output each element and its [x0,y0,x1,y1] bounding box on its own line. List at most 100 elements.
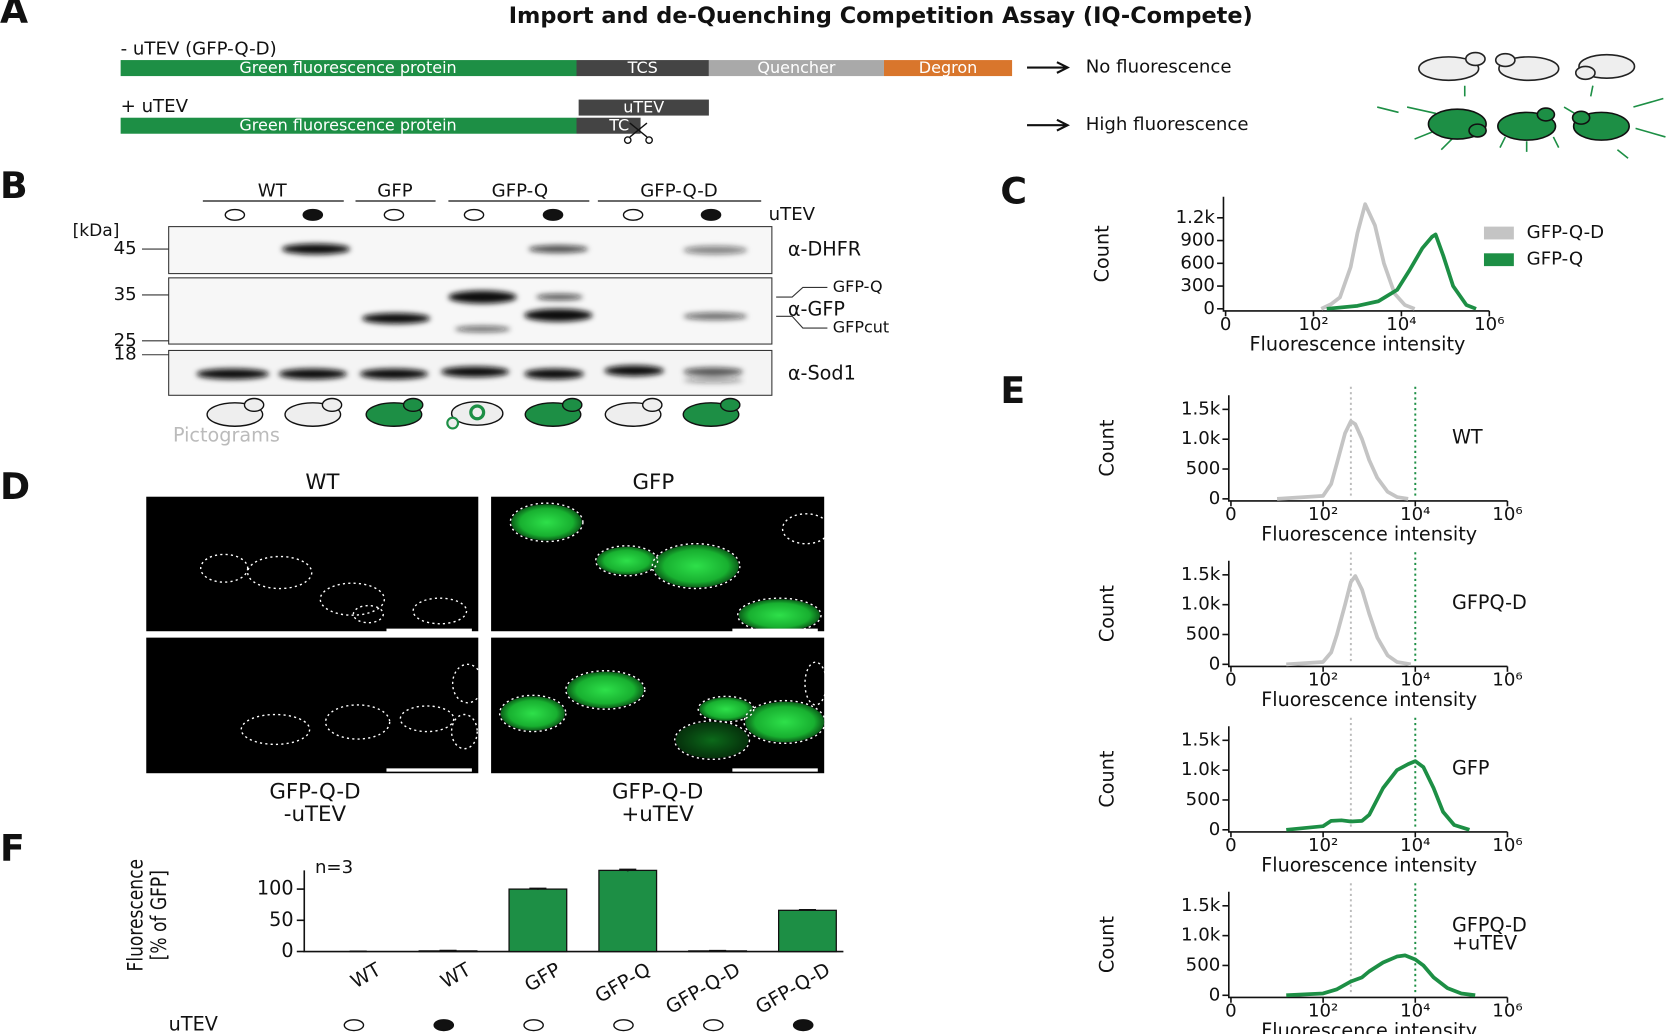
axis [1222,196,1490,312]
antibody: α-GFP [788,297,845,320]
y-tick-label: 0 [1209,984,1221,1005]
utev-marker [700,208,722,221]
pictogram [469,404,486,421]
group-label: GFP [377,180,412,201]
rays [1377,85,1666,159]
marker-tick [141,248,169,356]
x-tick-label: 10⁶ [1492,669,1522,690]
bands [196,243,748,384]
segment-label: Degron [919,58,977,77]
blot [168,226,773,275]
image-label: -uTEV [284,802,347,827]
legend-label: GFP-Q [1527,249,1583,270]
y-tick-label: 600 [1180,252,1215,273]
y-tick-label: 1.5k [1181,895,1221,916]
error-bar [798,909,817,911]
utev-marker [433,1019,455,1032]
y-tick-label: 0 [281,939,293,962]
bar [777,909,837,953]
x-tick-label: WT [437,958,475,993]
annotation: WT [1452,425,1483,448]
x-tick-label: 0 [1220,314,1232,335]
annotation: GFPQ-D [1452,913,1527,936]
legend-swatch [1483,253,1514,267]
y-tick-label: 1.5k [1181,729,1221,750]
x-tick-label: GFP-Q [591,958,654,1008]
curve [1326,232,1477,311]
y-tick-label: 500 [1186,954,1221,975]
x-tick-label: WT [347,958,385,993]
y-tick-label: 500 [1186,789,1221,810]
utev-marker [224,208,246,221]
figure-title: Import and de-Quenching Competition Assa… [509,3,1253,29]
legend-label: GFP-Q-D [1527,222,1604,243]
utev-label: uTEV [769,204,816,225]
bar [598,869,658,953]
x-tick-label: 0 [1225,835,1237,856]
segment [576,117,641,134]
micrograph [146,496,479,632]
annotation: GFPQ-D [1452,591,1527,614]
cell-outlines [200,502,831,761]
segment-label: Green fluorescence protein [239,58,456,77]
x-tick-label: GFP [521,958,565,997]
utev-marker [792,1019,814,1032]
annotation: +uTEV [1452,932,1517,955]
panel-letter: C [1000,170,1027,213]
utev-marker [523,1019,544,1032]
axis [303,870,844,953]
arrow [1027,61,1070,74]
segment-label: Quencher [757,58,835,77]
utev-marker [703,1019,724,1032]
curve [1276,419,1409,501]
utev-row [224,208,722,221]
y-tick-label: 0 [1209,819,1221,840]
bar [508,888,568,953]
utev-marker [613,1019,634,1032]
row-label: uTEV [169,1013,218,1034]
y-tick-label: 500 [1186,458,1221,479]
enzyme-label: uTEV [623,98,664,117]
curve [1286,759,1471,832]
x-tick-label: 10² [1298,314,1328,335]
y-tick-label: 100 [257,877,294,900]
utev-marker [302,208,324,221]
y-axis-label: Count [1096,916,1119,973]
panel-letter: F [0,827,25,870]
x-tick-label: GFP-Q-D [751,958,834,1019]
pictogram [561,397,583,413]
unit: [kDa] [73,221,120,241]
annotation: n=3 [315,857,353,878]
y-tick-label: 0 [1209,653,1221,674]
segment-label: TC [608,116,629,135]
scissors [623,122,653,145]
band-label: GFP-Q [833,277,883,296]
x-axis-label: Fluorescence intensity [1261,688,1477,711]
segment [120,117,577,134]
y-axis-label: Fluorescence [123,859,148,972]
x-tick-label: 0 [1225,1000,1237,1021]
x-tick-label: 10² [1308,835,1338,856]
y-axis-label: Count [1096,585,1119,642]
pictogram [450,401,504,426]
construct-label: + uTEV [121,96,189,117]
blot [168,277,773,345]
marker: 45 [114,238,137,259]
x-tick-label: 10² [1308,1000,1338,1021]
x-tick-label: 10⁶ [1474,314,1504,335]
utev-marker [383,208,405,221]
y-tick-label: 1.0k [1181,759,1221,780]
yeast-gray [1418,51,1636,82]
construct-label: - uTEV (GFP-Q-D) [121,38,277,59]
error-bar [529,887,547,890]
band-label: GFPcut [833,318,889,337]
arrow [1027,118,1070,132]
utev-marker [542,208,564,221]
segment-label: TCS [627,58,658,77]
scale-bar [386,628,818,772]
x-tick-label: 10⁴ [1386,314,1416,335]
error-bar [619,868,637,872]
utev-marker [622,208,644,221]
y-tick-label: 300 [1180,275,1215,296]
